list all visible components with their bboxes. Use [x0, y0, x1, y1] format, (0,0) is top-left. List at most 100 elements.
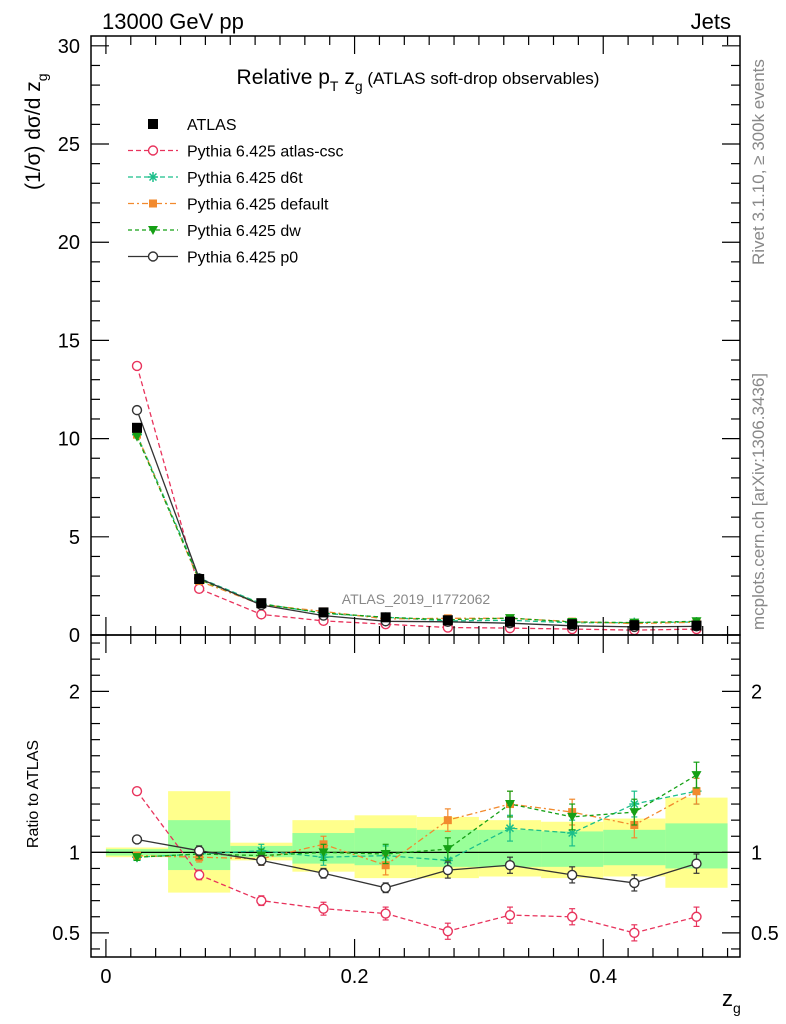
ratio-point-default — [692, 787, 701, 796]
ratio-ytick-label: 0.5 — [52, 923, 80, 945]
main-point-atlas_csc — [256, 609, 267, 620]
ratio-point-d6t — [504, 823, 515, 834]
main-point-data — [132, 422, 143, 433]
x-tick-label: 0.2 — [341, 966, 369, 988]
ratio-panel-content — [131, 761, 702, 942]
ratio-point-atlas_csc — [504, 909, 516, 921]
legend-marker — [147, 251, 159, 262]
ratio-point-dw — [504, 800, 515, 810]
ratio-point-dw — [442, 845, 453, 855]
main-point-data — [691, 620, 702, 631]
legend-marker — [148, 172, 158, 182]
ratio-line-dw — [136, 774, 697, 858]
legend-label: Pythia 6.425 atlas-csc — [187, 144, 344, 161]
main-point-data — [194, 574, 205, 585]
ratio-point-p0 — [380, 882, 391, 893]
ratio-series-p0 — [131, 834, 702, 894]
ratio-line-default — [136, 790, 697, 866]
main-series-data — [132, 422, 702, 631]
x-tick-label: 0 — [100, 966, 111, 988]
legend: ATLAS Pythia 6.425 atlas-csc Pythia 6.425 … — [128, 117, 344, 267]
ratio-point-dw — [318, 848, 329, 858]
ratio-bands — [91, 791, 740, 893]
ratio-point-dw — [132, 853, 143, 863]
ratio-point-p0 — [566, 869, 578, 881]
legend-item-p0: Pythia 6.425 p0 — [128, 250, 298, 267]
ratio-point-p0 — [318, 868, 329, 879]
main-ytick-label: 25 — [58, 134, 80, 156]
ratio-y-label: Ratio to ATLAS — [25, 740, 42, 848]
ratio-series-dw — [132, 761, 702, 865]
legend-label: ATLAS — [187, 117, 237, 134]
x-tick-label: 0.4 — [589, 966, 617, 988]
ratio-point-atlas_csc — [256, 895, 267, 906]
ratio-point-default — [443, 816, 452, 825]
main-point-data — [256, 598, 267, 609]
main-ytick-label: 10 — [58, 429, 80, 451]
ratio-point-dw — [380, 849, 391, 859]
ratio-line-d6t — [136, 790, 697, 862]
ratio-point-p0 — [256, 855, 267, 866]
mcplots-label: mcplots.cern.ch [arXiv:1306.3436] — [749, 373, 768, 630]
x-axis-label: zg — [722, 986, 741, 1016]
ratio-point-atlas_csc — [442, 926, 454, 937]
legend-label: Pythia 6.425 dw — [187, 223, 301, 240]
ratio-point-p0 — [193, 845, 205, 856]
ratio-point-dw — [629, 808, 640, 818]
legend-label: Pythia 6.425 p0 — [187, 250, 298, 267]
ratio-point-p0 — [442, 864, 454, 876]
ratio-ytick-label-right: 0.5 — [751, 923, 779, 945]
main-point-data — [380, 612, 391, 623]
main-point-data — [629, 620, 640, 631]
main-ytick-label: 15 — [58, 330, 80, 352]
ratio-ytick-label-right: 2 — [751, 681, 762, 703]
ratio-point-atlas_csc — [131, 785, 143, 797]
main-point-dw — [132, 432, 143, 442]
ratio-point-atlas_csc — [691, 911, 702, 922]
legend-item-atlas_csc: Pythia 6.425 atlas-csc — [128, 144, 344, 161]
ratio-point-atlas_csc — [629, 927, 640, 939]
header-right: Jets — [691, 9, 731, 34]
ratio-point-default — [381, 861, 390, 870]
main-ytick-label: 20 — [58, 232, 80, 254]
ratio-point-p0 — [691, 858, 702, 869]
ratio-series-atlas_csc — [131, 785, 702, 942]
ratio-point-dw — [691, 771, 702, 781]
ratio-point-p0 — [629, 877, 640, 889]
main-point-data — [318, 607, 329, 618]
ratio-ytick-label: 2 — [69, 681, 80, 703]
main-point-p0 — [131, 404, 143, 416]
ratio-line-p0 — [136, 838, 697, 889]
ratio-ytick-label: 1 — [69, 842, 80, 864]
axes: 0 5 10 15 20 25 30 0 0.2 0.4 0.5 0.5 1 1 2 2 — [52, 36, 779, 988]
legend-marker — [148, 119, 158, 129]
ratio-ytick-label-right: 1 — [751, 842, 762, 864]
main-ytick-label: 30 — [58, 36, 80, 58]
main-ytick-label: 0 — [69, 625, 80, 647]
main-y-label: (1/σ) dσ/d zg — [22, 73, 50, 190]
legend-marker — [147, 145, 159, 156]
legend-item-d6t: Pythia 6.425 d6t — [128, 170, 303, 187]
main-ytick-label: 5 — [69, 527, 80, 549]
main-point-atlas_csc — [131, 360, 143, 372]
ratio-point-dw — [567, 812, 578, 822]
main-point-data — [442, 615, 453, 626]
main-point-data — [567, 619, 578, 630]
legend-item-data: ATLAS — [148, 117, 237, 134]
main-point-data — [504, 616, 515, 627]
ratio-point-p0 — [131, 834, 143, 845]
ratio-frame — [90, 634, 741, 958]
rivet-label: Rivet 3.1.10, ≥ 300k events — [749, 59, 768, 265]
ratio-point-d6t — [567, 828, 578, 839]
legend-marker — [148, 226, 158, 235]
legend-marker — [149, 199, 157, 208]
analysis-watermark: ATLAS_2019_I1772062 — [342, 591, 491, 607]
main-point-atlas_csc — [193, 583, 205, 595]
ratio-point-atlas_csc — [566, 911, 578, 922]
main-panel-content — [131, 360, 702, 636]
main-title: Relative pT zg (ATLAS soft-drop observab… — [237, 66, 600, 94]
ratio-point-atlas_csc — [380, 908, 391, 919]
ratio-line-atlas_csc — [136, 790, 697, 934]
ratio-point-p0 — [504, 860, 516, 871]
